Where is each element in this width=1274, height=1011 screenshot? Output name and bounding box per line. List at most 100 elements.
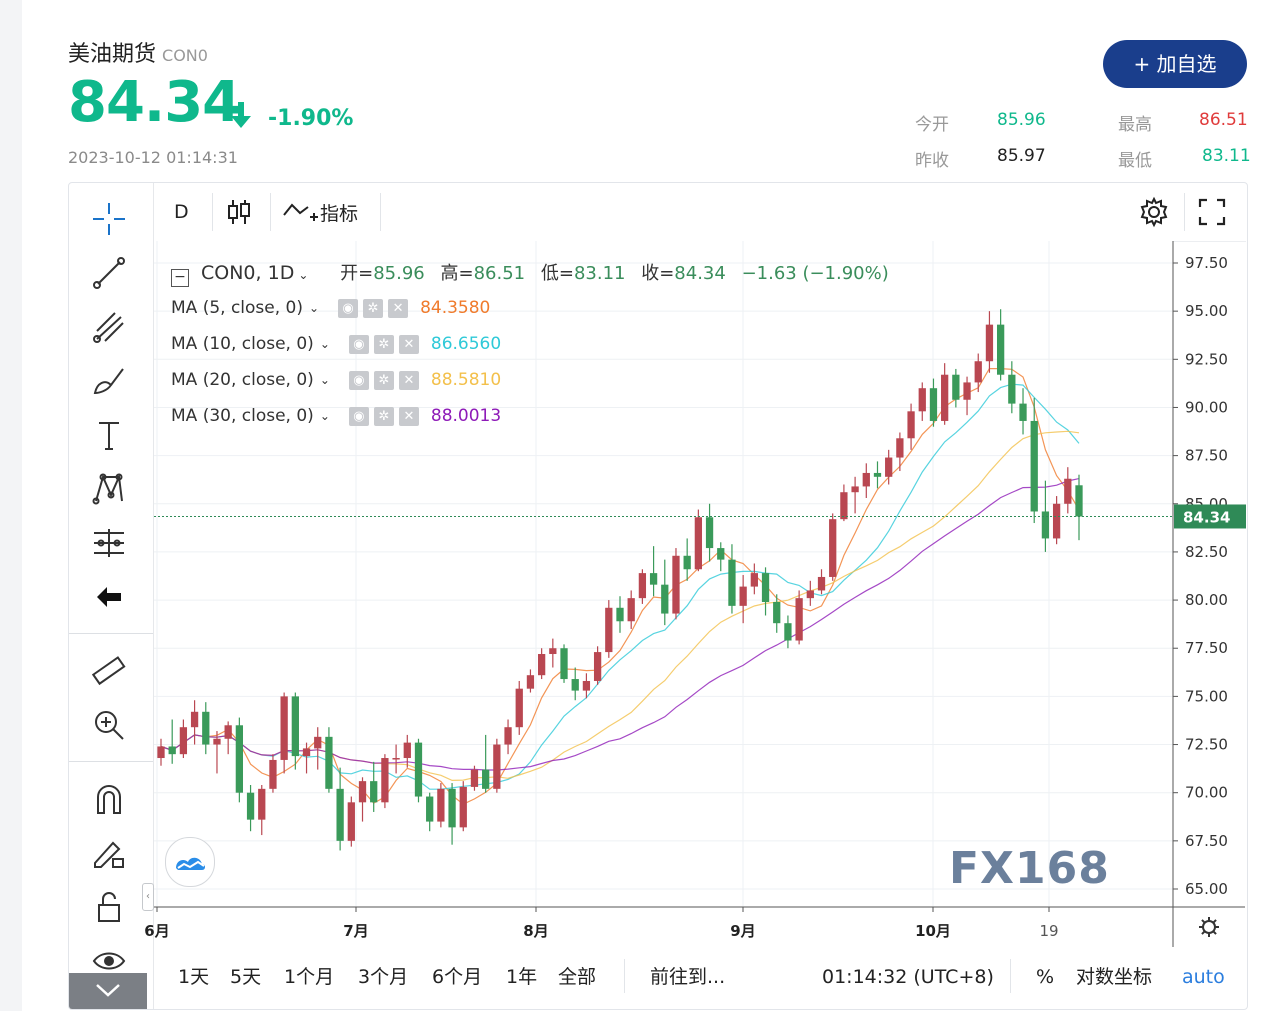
candle-body — [358, 781, 367, 803]
eye-toggle-icon[interactable]: ◉ — [348, 334, 369, 354]
ma-legend-row: MA (20, close, 0) ⌄ ◉ ✲ ✕ 88.5810 — [171, 370, 501, 390]
unlock-icon[interactable] — [89, 887, 129, 927]
chevron-down-icon[interactable]: ⌄ — [319, 373, 330, 387]
price-tick-label: 95.00 — [1185, 302, 1228, 320]
candle-body — [974, 361, 982, 383]
range-3m[interactable]: 3个月 — [358, 966, 409, 988]
candle-body — [414, 742, 423, 797]
brush-icon[interactable] — [89, 361, 129, 401]
lock-drawing-icon[interactable] — [89, 833, 129, 873]
candle-body — [515, 688, 523, 728]
quote-timestamp: 2023-10-12 01:14:31 — [68, 148, 238, 167]
range-5d[interactable]: 5天 — [230, 966, 262, 988]
legend-symbol[interactable]: CON0, 1D — [201, 262, 295, 284]
candle-body — [705, 517, 714, 549]
indicators-button[interactable]: 指标 — [282, 183, 358, 241]
candle-body — [885, 457, 893, 477]
candle-body — [448, 788, 456, 828]
ma-value: 88.5810 — [430, 370, 502, 390]
eye-toggle-icon[interactable]: ◉ — [348, 370, 369, 390]
chart-widget: ‹ D 指标 — [68, 182, 1248, 1010]
candle-body — [537, 654, 546, 676]
eye-toggle-icon[interactable]: ◉ — [338, 298, 359, 318]
crosshair-icon[interactable] — [89, 199, 129, 239]
candle-body — [224, 725, 232, 739]
time-tick-label: 7月 — [343, 922, 368, 940]
stat-high-value: 86.51 — [1199, 110, 1248, 130]
chevron-down-icon[interactable]: ⌄ — [298, 268, 309, 282]
candle-body — [1030, 420, 1038, 512]
candle-body — [829, 519, 837, 577]
current-price-box — [1174, 504, 1246, 529]
candle-body — [179, 727, 188, 755]
ma-value: 88.0013 — [430, 406, 502, 426]
instrument-name: 美油期货 — [68, 42, 157, 67]
legend-collapse-icon[interactable]: − — [171, 269, 189, 287]
text-tool-icon[interactable] — [89, 415, 129, 455]
cloud-logo-icon[interactable] — [165, 837, 215, 887]
legend-change: −1.63 (−1.90%) — [741, 263, 889, 284]
range-all[interactable]: 全部 — [558, 966, 597, 988]
measure-range-icon[interactable] — [89, 523, 129, 563]
candle-body — [907, 411, 915, 439]
add-watchlist-button[interactable]: + 加自选 — [1103, 40, 1247, 88]
clock-timezone[interactable]: 01:14:32 (UTC+8) — [822, 966, 994, 988]
candlestick-icon[interactable] — [224, 183, 254, 241]
price-chart[interactable]: 97.5095.0092.5090.0087.5085.0082.5080.00… — [69, 241, 1247, 951]
ma-label[interactable]: MA (20, close, 0) — [171, 370, 314, 390]
candle-body — [1019, 403, 1027, 421]
settings-gear-icon[interactable] — [1138, 183, 1170, 241]
chevron-down-icon[interactable]: ⌄ — [309, 301, 320, 315]
range-1d[interactable]: 1天 — [178, 966, 210, 988]
chevron-down-icon[interactable]: ⌄ — [319, 337, 330, 351]
candle-body — [638, 573, 647, 599]
log-scale-button[interactable]: 对数坐标 — [1076, 966, 1153, 988]
ma-label[interactable]: MA (10, close, 0) — [171, 334, 314, 354]
candle-body — [728, 559, 736, 606]
ma-label[interactable]: MA (5, close, 0) — [171, 298, 303, 318]
close-icon[interactable]: ✕ — [398, 406, 419, 426]
candle-body — [649, 573, 658, 585]
close-icon[interactable]: ✕ — [398, 334, 419, 354]
candle-body — [314, 736, 322, 749]
magnet-icon[interactable] — [89, 779, 129, 819]
range-6m[interactable]: 6个月 — [432, 966, 483, 988]
eye-icon[interactable] — [89, 941, 129, 981]
candle-body — [605, 607, 613, 653]
pattern-icon[interactable] — [89, 469, 129, 509]
ma-settings-icon[interactable]: ✲ — [373, 370, 394, 390]
ma-settings-icon[interactable]: ✲ — [373, 334, 394, 354]
stat-open-value: 85.96 — [997, 110, 1046, 130]
back-arrow-icon[interactable] — [89, 577, 129, 617]
collapse-toolbar-button[interactable] — [69, 973, 147, 1009]
ma-settings-icon[interactable]: ✲ — [373, 406, 394, 426]
percent-scale-button[interactable]: % — [1036, 966, 1055, 988]
chevron-down-icon[interactable]: ⌄ — [319, 409, 330, 423]
auto-scale-button[interactable]: auto — [1182, 966, 1225, 988]
candle-body — [717, 548, 725, 560]
ruler-icon[interactable] — [89, 651, 129, 691]
pitchfork-icon[interactable] — [89, 307, 129, 347]
price-tick-label: 82.50 — [1185, 543, 1228, 561]
price-tick-label: 97.50 — [1185, 254, 1228, 272]
chevron-down-icon — [96, 984, 120, 997]
candle-body — [627, 598, 635, 622]
ma-settings-icon[interactable]: ✲ — [363, 298, 384, 318]
price-tick-label: 65.00 — [1185, 880, 1228, 898]
fullscreen-icon[interactable] — [1196, 183, 1228, 241]
ma-label[interactable]: MA (30, close, 0) — [171, 406, 314, 426]
close-icon[interactable]: ✕ — [388, 298, 409, 318]
sidebar-toggle-handle[interactable]: ‹ — [142, 883, 154, 911]
close-icon[interactable]: ✕ — [398, 370, 419, 390]
range-1y[interactable]: 1年 — [506, 966, 538, 988]
candle-body — [336, 788, 344, 841]
goto-date-button[interactable]: 前往到... — [650, 966, 726, 988]
candle-body — [963, 382, 971, 400]
zoom-in-icon[interactable] — [89, 705, 129, 745]
eye-toggle-icon[interactable]: ◉ — [348, 406, 369, 426]
candle-body — [168, 746, 176, 755]
range-1m[interactable]: 1个月 — [284, 966, 335, 988]
interval-selector[interactable]: D — [174, 201, 189, 223]
ma-value: 86.6560 — [430, 334, 502, 354]
trend-line-icon[interactable] — [89, 253, 129, 293]
